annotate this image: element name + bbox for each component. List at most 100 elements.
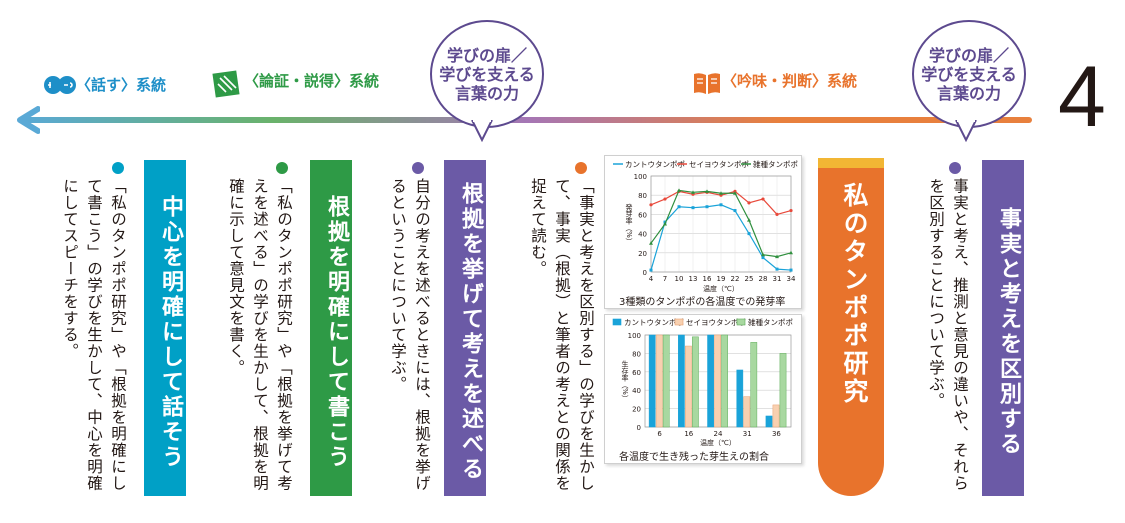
legend-label: セイヨウタンポポ [686, 318, 746, 327]
bar [678, 334, 685, 428]
bubble-line: 学びを支える [439, 64, 535, 84]
talk-category-label: 〈話す〉系統 [76, 76, 167, 94]
data-point [775, 267, 779, 271]
data-point [663, 222, 667, 226]
x-tick-label: 10 [675, 275, 684, 283]
data-point [789, 250, 793, 255]
y-axis-label: 生存率（%） [621, 359, 629, 401]
bar [772, 404, 780, 428]
line-chart-caption: 3種類のタンポポの各温度での発芽率 [619, 297, 786, 308]
fact-description: 事実と考え、推測と意見の違いや、それらを区別することについて学ぶ。 [927, 178, 969, 492]
x-tick-label: 31 [773, 275, 782, 283]
bar [714, 334, 721, 428]
data-point [733, 191, 737, 195]
bar [648, 334, 656, 428]
y-axis-label: 発芽率（%） [625, 202, 633, 244]
y-tick-label: 20 [638, 250, 647, 258]
data-point [747, 201, 751, 205]
x-tick-label: 16 [684, 430, 693, 438]
y-tick-label: 0 [643, 269, 647, 277]
y-tick-label: 100 [634, 173, 647, 181]
data-point [677, 188, 681, 192]
y-tick-label: 60 [638, 211, 647, 219]
tanpopo-description: 「事実と考えを区別する」の学びを生かして、事実（根拠）と筆者の考えとの関係を捉え… [529, 178, 595, 492]
plot-frame [650, 175, 792, 273]
data-point [761, 252, 765, 257]
bar [692, 336, 699, 428]
legend-label: カントウタンポポ [624, 318, 684, 327]
bar [707, 334, 714, 428]
y-tick-label: 60 [632, 369, 641, 377]
book-icon [692, 70, 722, 96]
speech-icon [44, 74, 76, 96]
data-point [663, 197, 667, 201]
x-tick-label: 24 [714, 430, 723, 438]
speak-title-band: 中心を明確にして話そう [144, 160, 186, 496]
legend-swatch [674, 318, 684, 326]
y-tick-label: 80 [638, 192, 647, 200]
bubble-tail-right [954, 119, 978, 146]
x-tick-label: 13 [689, 275, 698, 283]
bar [655, 334, 663, 428]
data-point [691, 190, 695, 194]
bar [765, 415, 773, 428]
legend-swatch [736, 318, 746, 326]
bubble-line: 言葉の力 [936, 83, 1001, 103]
reason-bullet [412, 162, 424, 174]
argue-category-header: 〈論証・説得〉系統 [212, 70, 379, 98]
data-point [649, 203, 653, 207]
bubble-line: 学びを支える [921, 64, 1017, 84]
bar [685, 345, 692, 428]
x-tick-label: 28 [759, 275, 768, 283]
bubble-line: 学びの扉／ [446, 45, 527, 65]
data-point [747, 218, 751, 222]
legend-swatch [612, 318, 622, 326]
tanpopo-title: 私のタンポポ研究 [840, 182, 869, 406]
writing-icon [212, 70, 244, 98]
data-point [789, 208, 793, 213]
bar [743, 396, 751, 428]
x-tick-label: 36 [772, 430, 781, 438]
data-point [649, 268, 653, 272]
survival-bar-chart-svg: カントウタンポポ セイヨウタンポポ 雑種タンポポ 0 20 40 60 80 100 6 16 24 3… [612, 317, 793, 447]
bar-chart-caption: 各温度で生き残った芽生えの割合 [619, 452, 769, 463]
read-category-label: 〈吟味・判断〉系統 [722, 72, 858, 90]
learning-door-bubble-left: 学びの扉／ 学びを支える 言葉の力 [430, 20, 544, 128]
tanpopo-cap-stripe [818, 158, 884, 168]
data-point [719, 203, 723, 207]
speak-description: 「私のタンポポ研究」や「根拠を明確にして書こう」の学びを生かして、中心を明確にし… [61, 178, 127, 492]
data-point [691, 206, 695, 210]
bar [721, 334, 728, 428]
y-tick-label: 100 [628, 332, 641, 340]
write-bullet [276, 162, 288, 174]
data-point [705, 189, 709, 193]
x-tick-label: 25 [745, 275, 754, 283]
data-point [761, 197, 765, 201]
legend-label: カントウタンポポ [625, 160, 685, 169]
bar [750, 342, 758, 428]
read-category-header: 〈吟味・判断〉系統 [692, 70, 857, 96]
write-description: 「私のタンポポ研究」や「根拠を挙げて考えを述べる」の学びを生かして、根拠を明確に… [227, 178, 293, 492]
legend-label: セイヨウタンポポ [689, 160, 749, 169]
tanpopo-bullet [575, 162, 587, 174]
tanpopo-title-capsule: 私のタンポポ研究 [818, 158, 884, 496]
data-point [775, 254, 779, 259]
bar [779, 353, 787, 428]
data-point [789, 268, 793, 272]
germination-line-chart-svg: カントウタンポポ セイヨウタンポポ 雑種タンポポ 0 20 40 60 80 100 4 7 10 13… [613, 159, 798, 293]
data-point [649, 241, 653, 245]
x-axis-label: 温度（℃） [703, 284, 739, 293]
x-axis-label: 温度（℃） [700, 438, 736, 447]
fact-bullet [949, 162, 961, 174]
data-point [719, 191, 723, 195]
bubble-line: 学びの扉／ [928, 45, 1009, 65]
speak-bullet [112, 162, 124, 174]
unit-number: 4 [1058, 49, 1106, 145]
write-title-band: 根拠を明確にして書こう [310, 160, 352, 496]
data-point [775, 212, 779, 216]
x-tick-label: 19 [717, 275, 726, 283]
y-tick-label: 80 [632, 350, 641, 358]
reason-title-band: 根拠を挙げて考えを述べる [444, 160, 486, 496]
reason-description: 自分の考えを述べるときには、根拠を挙げるということについて学ぶ。 [389, 178, 431, 492]
x-tick-label: 16 [703, 275, 712, 283]
